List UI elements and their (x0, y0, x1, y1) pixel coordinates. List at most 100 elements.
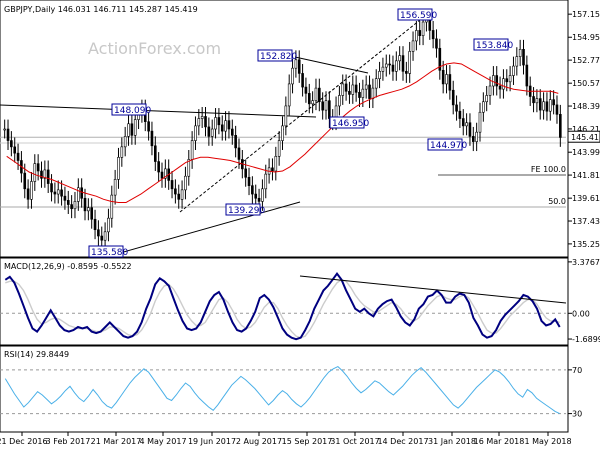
candle-body (177, 193, 181, 200)
candle-body (512, 65, 515, 76)
candle-body (542, 101, 545, 111)
callout-label: 139.290 (228, 206, 265, 216)
candle-body (70, 204, 73, 210)
candle-body (391, 64, 395, 72)
candle-body (220, 124, 224, 132)
candle-body (113, 179, 117, 196)
candle-body (66, 200, 70, 205)
candle-body (461, 118, 465, 127)
price-header: GBPJPY,Daily 146.031 146.711 145.287 145… (4, 5, 198, 14)
candle-body (110, 194, 114, 219)
candle-body (164, 168, 167, 179)
rsi-line (4, 366, 560, 415)
candle-body (301, 73, 304, 88)
candle-body (83, 197, 87, 212)
candle-body (36, 163, 40, 172)
trendline (0, 104, 317, 118)
candle-body (358, 92, 361, 98)
price-y-tick-label: 150.570 (572, 79, 600, 88)
x-tick-label: 16 Mar 2018 (474, 437, 525, 446)
trendline (119, 201, 301, 254)
candle-body (492, 75, 495, 87)
candle-body (46, 169, 50, 184)
callout-box (88, 245, 124, 258)
candle-body (438, 47, 442, 71)
price-y-tick-label: 141.810 (572, 171, 600, 180)
candle-body (291, 67, 294, 85)
candle-body (485, 95, 488, 103)
macd-y-tick-label: 0.00 (572, 309, 590, 318)
x-tick-label: 21 Dec 2016 (0, 437, 48, 446)
candle-body (418, 30, 422, 36)
candle-body (234, 135, 237, 149)
candle-body (465, 122, 468, 127)
candle-body (535, 98, 539, 104)
candle-body (73, 201, 77, 210)
candle-body (559, 114, 562, 138)
candle-body (405, 71, 408, 74)
candle-body (408, 51, 412, 74)
candle-body (488, 85, 492, 96)
x-tick-label: 21 Mar 2017 (91, 437, 142, 446)
candle-body (174, 188, 177, 195)
price-y-tick-label: 137.430 (572, 217, 600, 226)
candle-body (123, 136, 127, 148)
candle-body (210, 128, 214, 137)
candle-body (498, 85, 502, 90)
candle-body (431, 30, 435, 40)
candle-body (107, 217, 110, 233)
candle-body (184, 175, 187, 191)
candle-body (30, 181, 33, 200)
candle-body (244, 168, 247, 178)
candle-body (271, 167, 274, 172)
candle-body (6, 128, 10, 141)
candle-body (56, 189, 60, 195)
candle-body (381, 66, 385, 72)
candle-body (371, 87, 375, 99)
candle-body (311, 100, 314, 105)
candle-body (428, 19, 432, 31)
candle-body (170, 180, 174, 190)
callout-label: 148.090 (114, 106, 151, 116)
candle-body (398, 55, 401, 62)
candle-body (341, 83, 345, 96)
level-label: FE 100.0 (531, 165, 566, 174)
candle-body (117, 157, 120, 180)
candle-body (247, 176, 251, 186)
candle-body (328, 100, 331, 119)
candle-body (264, 173, 268, 190)
price-y-tick-label: 157.150 (572, 10, 600, 19)
candle-body (361, 88, 365, 98)
candle-body (384, 63, 388, 68)
rsi-y-tick-label: 30 (572, 410, 582, 419)
callout-box (111, 103, 147, 116)
candle-body (160, 171, 164, 179)
candle-body (87, 207, 90, 212)
x-tick-label: 4 May 2017 (139, 437, 186, 446)
callout-box (225, 203, 261, 216)
trendline (179, 11, 431, 213)
macd-line (4, 272, 561, 341)
candle-body (16, 152, 20, 161)
candle-body (314, 87, 318, 102)
candle-body (495, 75, 499, 87)
candle-body (482, 101, 485, 113)
macd-trendline (299, 275, 567, 304)
candle-body (307, 93, 311, 105)
callout-label: 146.950 (332, 119, 369, 129)
candle-body (60, 189, 63, 197)
candle-body (217, 117, 221, 126)
candle-body (93, 218, 97, 231)
candle-body (468, 122, 472, 137)
price-y-tick-label: 135.250 (572, 240, 600, 249)
candle-body (324, 100, 328, 111)
x-tick-label: 3 Feb 2017 (46, 437, 91, 446)
candle-body (100, 235, 104, 241)
candle-body (374, 78, 378, 89)
candle-body (532, 96, 535, 104)
candle-body (281, 125, 284, 141)
candle-body (401, 55, 405, 72)
callout-label: 135.580 (91, 248, 128, 258)
candle-body (435, 38, 438, 49)
